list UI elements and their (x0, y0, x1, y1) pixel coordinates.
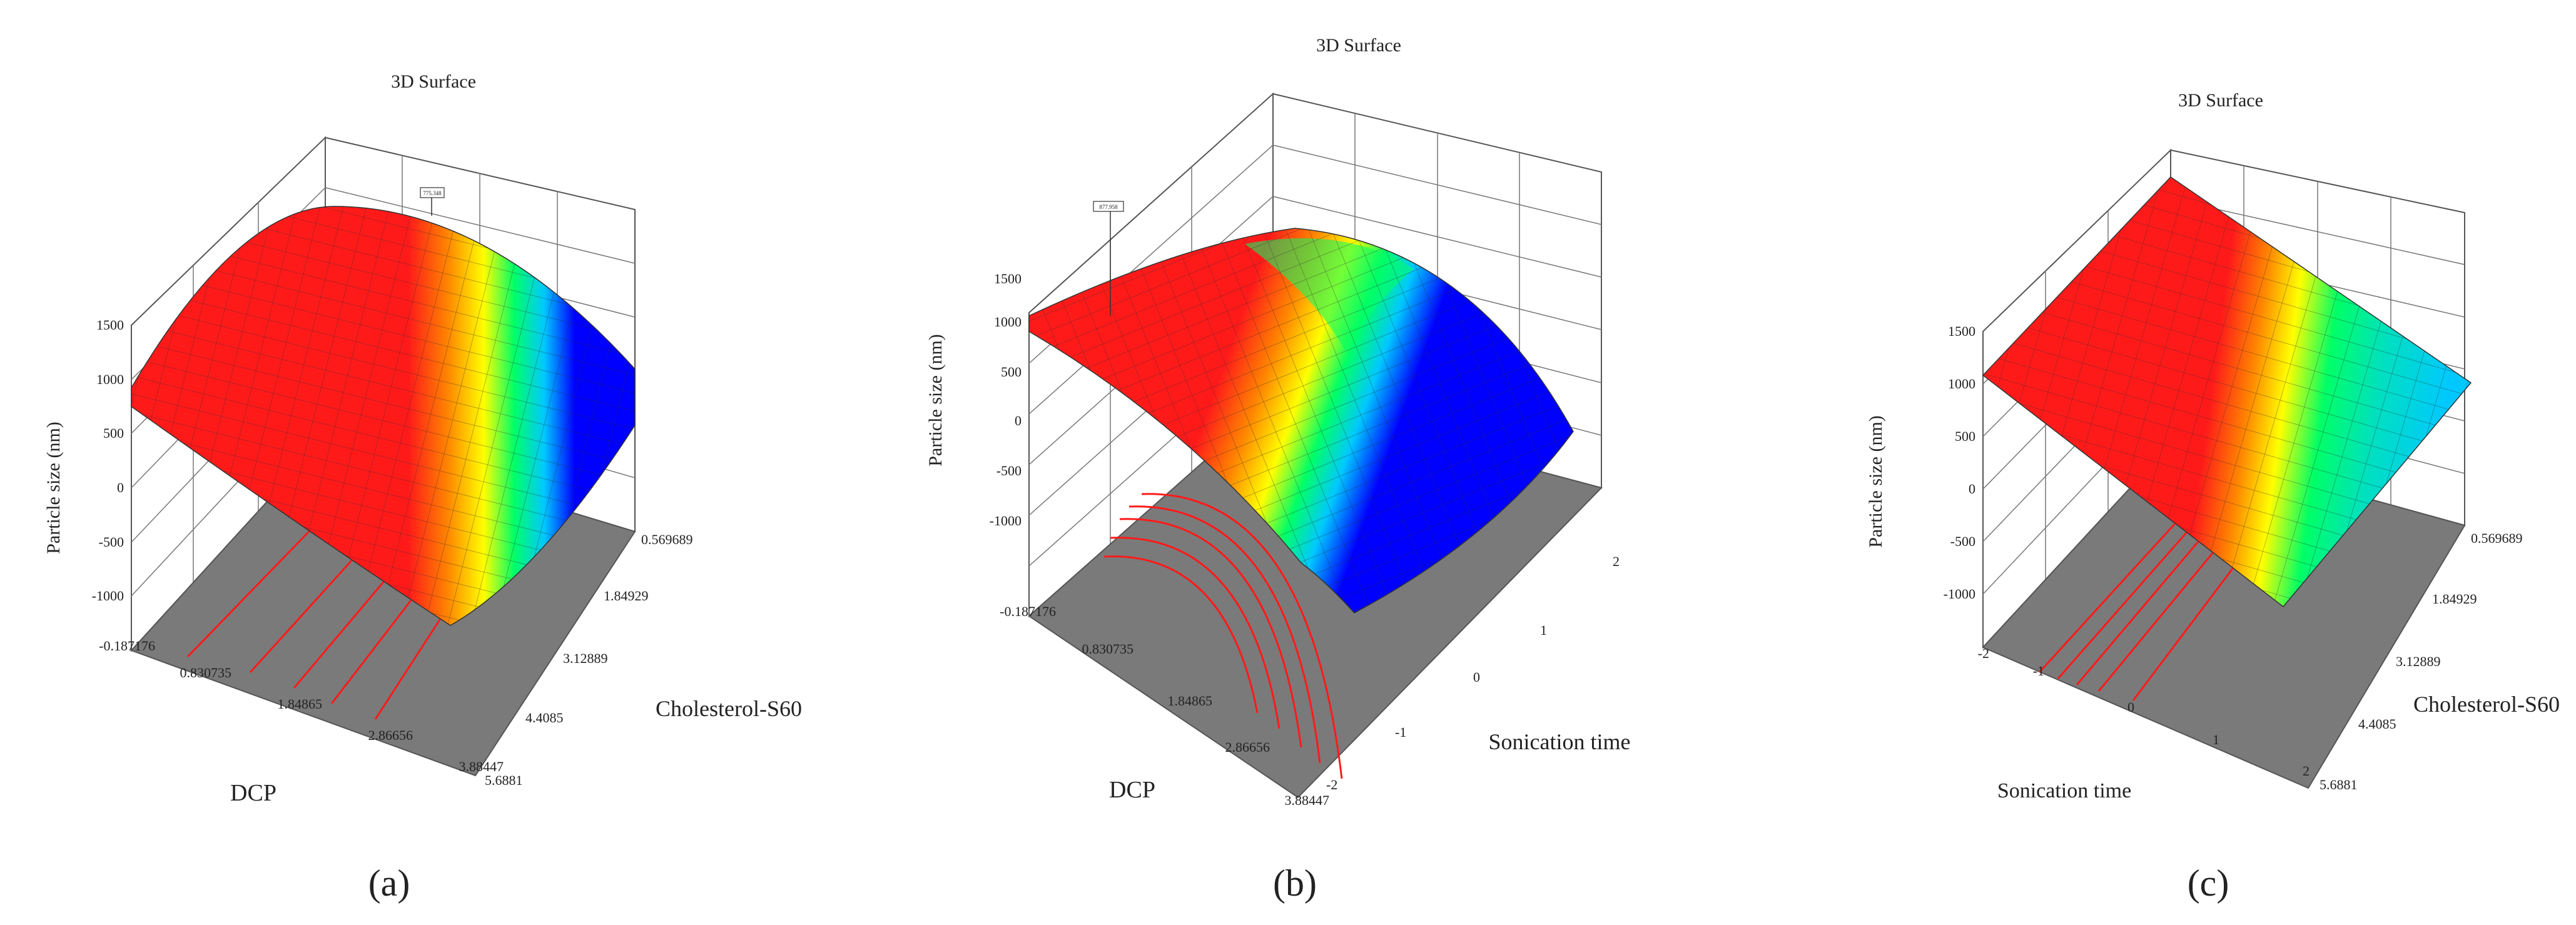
x-tick-label: 1.84865 (278, 696, 323, 712)
z-axis-label: Particle size (nm) (1865, 415, 1886, 548)
chart-title: 3D Surface (2178, 90, 2263, 111)
y-tick-label: 5.6881 (2320, 777, 2358, 792)
y-tick-label: -1 (1395, 724, 1406, 740)
x-tick-labels: -0.187176 0.830735 1.84865 2.86656 3.884… (99, 638, 504, 774)
panel-c: 3D Surface (1865, 90, 2560, 904)
x-tick-label: -0.187176 (1000, 604, 1056, 619)
y-tick-label: 3.12889 (2396, 654, 2441, 669)
contour-lines (1103, 493, 1343, 779)
z-tick-labels: 1500 1000 500 0 -500 -1000 (92, 317, 124, 604)
surface-mesh (1029, 228, 1573, 613)
y-tick-label: 0 (1473, 669, 1480, 685)
flag-label: 775.348 (423, 190, 442, 196)
y-tick-label: 4.4085 (525, 710, 564, 725)
z-tick-labels: 1500 1000 500 0 -500 -1000 (990, 271, 1022, 528)
z-tick-label: -1000 (990, 513, 1022, 528)
z-tick-label: 1000 (994, 314, 1022, 330)
y-tick-label: -2 (1326, 777, 1337, 792)
x-tick-label: 3.88447 (1285, 792, 1330, 808)
panel-caption: (c) (2188, 862, 2229, 904)
x-axis-label: DCP (1109, 777, 1155, 803)
x-tick-labels: -0.187176 0.830735 1.84865 2.86656 3.884… (1000, 604, 1329, 808)
y-tick-label: 1.84929 (604, 588, 649, 604)
z-tick-label: 0 (117, 480, 124, 495)
z-tick-label: 1500 (994, 271, 1022, 286)
x-tick-label: -2 (1978, 645, 1989, 661)
x-tick-label: -0.187176 (99, 638, 155, 654)
x-tick-label: 0.830735 (1082, 641, 1134, 657)
chart-title: 3D Surface (391, 71, 476, 92)
z-tick-label: 0 (1015, 413, 1022, 428)
y-tick-labels: 0.569689 1.84929 3.12889 4.4085 5.6881 (2320, 530, 2523, 792)
x-tick-labels: -2 -1 0 1 2 (1978, 645, 2310, 779)
flag-box (1093, 201, 1124, 212)
y-tick-labels: 0.569689 1.84929 3.12889 4.4085 5.6881 (485, 532, 693, 788)
z-tick-label: -1000 (1944, 586, 1975, 602)
x-tick-label: 0.830735 (180, 665, 232, 680)
panel-b: 3D Surface (925, 35, 1630, 904)
flag-label: 877.958 (1099, 204, 1118, 210)
y-tick-label: 4.4085 (2358, 716, 2396, 732)
y-axis-label: Cholesterol-S60 (656, 696, 802, 721)
y-tick-label: 3.12889 (563, 650, 608, 666)
y-tick-label: 2 (1613, 553, 1620, 569)
z-tick-label: 1000 (96, 372, 124, 387)
y-tick-labels: 2 1 0 -1 -2 (1326, 553, 1620, 792)
z-tick-label: -500 (99, 534, 124, 550)
z-tick-label: -1000 (92, 588, 124, 604)
panel-caption: (b) (1273, 862, 1317, 904)
x-tick-label: 1 (2213, 732, 2219, 747)
y-tick-label: 0.569689 (641, 532, 693, 547)
x-tick-label: 2.86656 (368, 727, 413, 743)
flag-box (420, 187, 445, 198)
y-axis-label: Cholesterol-S60 (2413, 692, 2560, 717)
y-tick-label: 1 (1540, 622, 1547, 638)
z-tick-label: 0 (1969, 481, 1975, 497)
surface-mesh (1983, 177, 2471, 607)
y-tick-label: 5.6881 (485, 772, 523, 788)
surface-mesh (131, 206, 635, 625)
x-tick-label: -1 (2033, 663, 2044, 679)
y-axis-label: Sonication time (1489, 729, 1631, 754)
z-tick-label: 1500 (1948, 323, 1975, 339)
z-tick-label: 500 (103, 425, 124, 441)
z-tick-label: 1000 (1948, 376, 1975, 392)
panel-a: 3D Surface (43, 71, 802, 904)
z-tick-label: 500 (1955, 428, 1975, 444)
z-tick-labels: 1500 1000 500 0 -500 -1000 (1944, 323, 1975, 602)
z-tick-label: -500 (1950, 533, 1975, 549)
y-tick-label: 0.569689 (2471, 530, 2523, 546)
x-tick-label: 2.86656 (1225, 739, 1270, 755)
chart-title: 3D Surface (1316, 35, 1401, 56)
x-axis-label: Sonication time (1997, 779, 2131, 802)
z-tick-label: 1500 (96, 317, 124, 333)
z-axis-label: Particle size (nm) (43, 422, 64, 554)
x-tick-label: 2 (2303, 763, 2310, 779)
y-tick-label: 1.84929 (2432, 591, 2477, 607)
z-tick-label: -500 (996, 463, 1022, 478)
panel-caption: (a) (368, 862, 410, 904)
x-tick-label: 3.88447 (459, 759, 504, 774)
x-axis-label: DCP (230, 780, 276, 806)
z-tick-label: 500 (1001, 364, 1022, 380)
x-tick-label: 1.84865 (1168, 693, 1213, 709)
z-axis-label: Particle size (nm) (925, 334, 946, 467)
x-tick-label: 0 (2127, 699, 2134, 715)
